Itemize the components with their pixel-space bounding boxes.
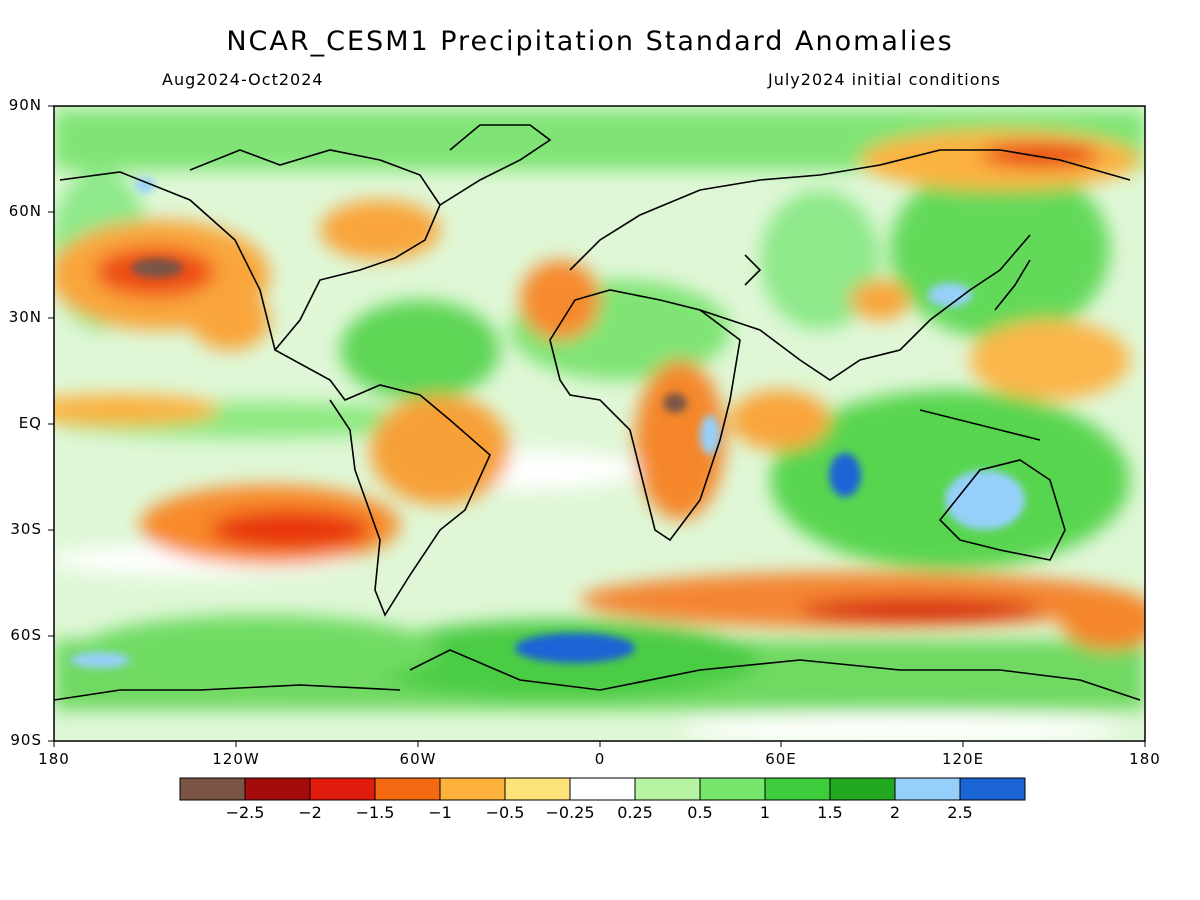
- colorbar-tick-label: −2.5: [225, 803, 265, 822]
- lon-label-120e: 120E: [941, 750, 985, 768]
- colorbar-tick-label: −0.5: [485, 803, 525, 822]
- colorbar-swatch: [699, 777, 766, 801]
- lon-label-60w: 60W: [399, 750, 437, 768]
- colorbar-tick-label: 1: [759, 803, 771, 822]
- lat-label-90s: 90S: [10, 731, 42, 749]
- colorbar-swatch: [439, 777, 506, 801]
- colorbar-swatch: [634, 777, 701, 801]
- coastlines: [53, 124, 1141, 701]
- lat-label-eq: EQ: [18, 414, 42, 432]
- colorbar-swatch: [764, 777, 831, 801]
- colorbar-tick-label: −2: [298, 803, 322, 822]
- colorbar-tick-label: −1.5: [355, 803, 395, 822]
- colorbar-swatch: [829, 777, 896, 801]
- anomaly-field: [54, 106, 1145, 741]
- initial-conditions: July2024 initial conditions: [768, 70, 1001, 89]
- forecast-period: Aug2024-Oct2024: [162, 70, 324, 89]
- lat-label-30n: 30N: [8, 308, 42, 326]
- colorbar-swatch: [244, 777, 311, 801]
- lon-label-120w: 120W: [212, 750, 260, 768]
- colorbar-tick-label: 0.25: [617, 803, 653, 822]
- colorbar-swatch: [179, 777, 246, 801]
- colorbar-tick-label: −1: [428, 803, 452, 822]
- colorbar-swatch: [894, 777, 961, 801]
- colorbar-swatch: [569, 777, 636, 801]
- lat-label-60n: 60N: [8, 202, 42, 220]
- colorbar-tick-label: −0.25: [545, 803, 595, 822]
- colorbar-swatch: [504, 777, 571, 801]
- lat-label-30s: 30S: [10, 520, 42, 538]
- colorbar: [179, 777, 1026, 801]
- colorbar-swatch: [374, 777, 441, 801]
- map-title: NCAR_CESM1 Precipitation Standard Anomal…: [226, 26, 954, 57]
- colorbar-swatch: [309, 777, 376, 801]
- axis-ticks: [48, 105, 1146, 747]
- lon-label-180w: 180: [38, 750, 70, 768]
- lon-label-60e: 60E: [765, 750, 797, 768]
- lon-label-180e: 180: [1129, 750, 1161, 768]
- colorbar-tick-label: 2.5: [947, 803, 973, 822]
- lon-label-0: 0: [594, 750, 606, 768]
- colorbar-tick-label: 1.5: [817, 803, 843, 822]
- lat-label-90n: 90N: [8, 96, 42, 114]
- colorbar-tick-label: 2: [889, 803, 901, 822]
- colorbar-tick-label: 0.5: [687, 803, 713, 822]
- lat-label-60s: 60S: [10, 626, 42, 644]
- colorbar-swatch: [959, 777, 1026, 801]
